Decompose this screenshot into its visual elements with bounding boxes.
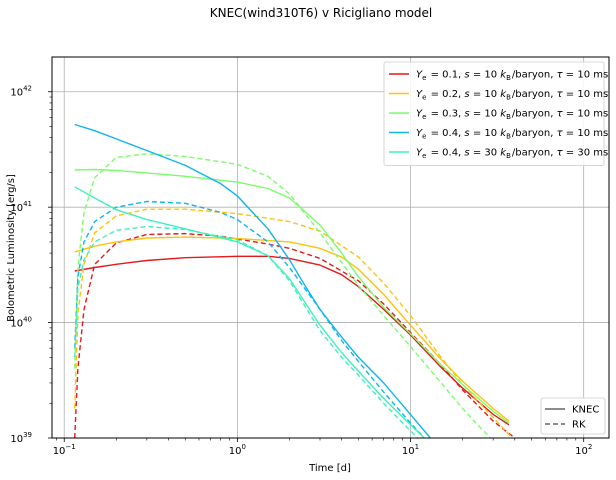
legend-subscript: e [422, 94, 426, 102]
legend-subscript: e [422, 74, 426, 82]
legend-text-part: = 10 [470, 109, 501, 120]
series-line [74, 208, 514, 438]
legend-text-part: = 0.1, [427, 70, 464, 81]
legend-italic: k [500, 89, 507, 100]
series-line [74, 123, 431, 438]
legend-italic: k [500, 128, 507, 139]
legend-text-part: = 10 ms [563, 89, 609, 100]
series-line [74, 200, 425, 438]
x-tick-base: 10 [229, 446, 242, 457]
x-tick-label: 100 [229, 443, 246, 457]
x-tick-exponent: −1 [65, 443, 75, 451]
y-tick-exponent: 42 [23, 85, 32, 93]
legend-italic: Y [416, 148, 423, 159]
y-tick-base: 10 [10, 203, 23, 214]
y-tick-exponent: 41 [23, 200, 32, 208]
legend-italic: s [464, 128, 469, 139]
plot-frame [51, 56, 610, 439]
y-tick-label: 1041 [10, 200, 32, 214]
legend-subscript: e [422, 133, 426, 141]
legend-text-part: /baryon, [512, 70, 557, 81]
legend-italic: Y [416, 128, 423, 139]
legend-subscript: B [506, 74, 511, 82]
series-line [74, 236, 510, 422]
legend-text-part: /baryon, [512, 128, 557, 139]
legend-text-part: = 0.4, [427, 128, 464, 139]
legend-italic: s [464, 148, 469, 159]
legend-subscript: B [506, 133, 511, 141]
legend-text-part: = 10 [470, 128, 501, 139]
legend-label: Ye = 0.2, s = 10 kB /baryon, τ = 10 ms [416, 89, 608, 102]
legend-subscript: B [506, 113, 511, 121]
legend-italic: τ [557, 148, 564, 159]
x-axis-label: Time [d] [308, 463, 351, 474]
y-tick-base: 10 [10, 88, 23, 99]
legend-italic: τ [557, 128, 564, 139]
legend-text-part: /baryon, [512, 148, 557, 159]
legend-subscript: e [422, 152, 426, 160]
legend-subscript: B [506, 94, 511, 102]
series-lines [74, 123, 516, 438]
legend-label: Ye = 0.3, s = 10 kB /baryon, τ = 10 ms [416, 109, 608, 122]
y-axis-label: Bolometric Luminosity [erg/s] [6, 174, 17, 322]
y-tick-base: 10 [10, 434, 23, 445]
y-tick-label: 1040 [10, 316, 32, 330]
x-tick-base: 10 [53, 446, 66, 457]
y-tick-label: 1039 [10, 431, 32, 445]
x-tick-base: 10 [575, 446, 588, 457]
legend-box [383, 61, 605, 166]
series-line [74, 168, 510, 424]
chart-title: KNEC(wind310T6) v Ricigliano model [210, 6, 433, 20]
y-tick-label: 1042 [10, 85, 32, 99]
style-legend-label: KNEC [572, 405, 599, 416]
legend-italic: Y [416, 89, 423, 100]
y-tick-exponent: 39 [23, 431, 32, 439]
legend-italic: Y [416, 109, 423, 120]
legend-text-part: = 30 ms [563, 148, 609, 159]
legend-text-part: = 0.2, [427, 89, 464, 100]
legend-italic: Y [416, 70, 423, 81]
legend: Ye = 0.1, s = 10 kB /baryon, τ = 10 msYe… [383, 61, 608, 166]
legend-italic: k [500, 109, 507, 120]
x-tick-label: 10−1 [53, 443, 76, 457]
legend-text-part: /baryon, [512, 89, 557, 100]
y-tick-exponent: 40 [23, 316, 32, 324]
style-legend-box [540, 397, 606, 435]
series-line [74, 225, 419, 438]
legend-text-part: = 10 ms [563, 109, 609, 120]
legend-italic: k [500, 70, 507, 81]
x-tick-label: 102 [575, 443, 592, 457]
legend-text-part: = 0.3, [427, 109, 464, 120]
legend-text-part: = 10 ms [563, 128, 609, 139]
legend-text-part: = 10 [470, 70, 501, 81]
x-tick-label: 101 [402, 443, 419, 457]
legend-text-part: = 10 ms [563, 70, 609, 81]
legend-italic: τ [557, 89, 564, 100]
y-tick-base: 10 [10, 319, 23, 330]
style-legend-label: RK [572, 420, 586, 431]
x-tick-exponent: 1 [415, 443, 419, 451]
legend-label: Ye = 0.4, s = 10 kB /baryon, τ = 10 ms [416, 128, 608, 141]
legend-italic: s [464, 109, 469, 120]
x-tick-exponent: 0 [242, 443, 246, 451]
legend-subscript: B [506, 152, 511, 160]
series-line [74, 153, 492, 438]
legend-italic: s [464, 89, 469, 100]
x-tick-exponent: 2 [588, 443, 592, 451]
legend-italic: τ [557, 70, 564, 81]
legend-label: Ye = 0.4, s = 30 kB /baryon, τ = 30 ms [416, 148, 608, 161]
legend-text-part: = 30 [470, 148, 501, 159]
legend-subscript: e [422, 113, 426, 121]
legend-italic: k [500, 148, 507, 159]
legend-text-part: /baryon, [512, 109, 557, 120]
legend-text-part: = 0.4, [427, 148, 464, 159]
style-legend: KNEC RK [540, 397, 606, 435]
legend-italic: τ [557, 109, 564, 120]
legend-italic: s [464, 70, 469, 81]
legend-label: Ye = 0.1, s = 10 kB /baryon, τ = 10 ms [416, 70, 608, 83]
x-tick-base: 10 [402, 446, 415, 457]
legend-text-part: = 10 [470, 89, 501, 100]
